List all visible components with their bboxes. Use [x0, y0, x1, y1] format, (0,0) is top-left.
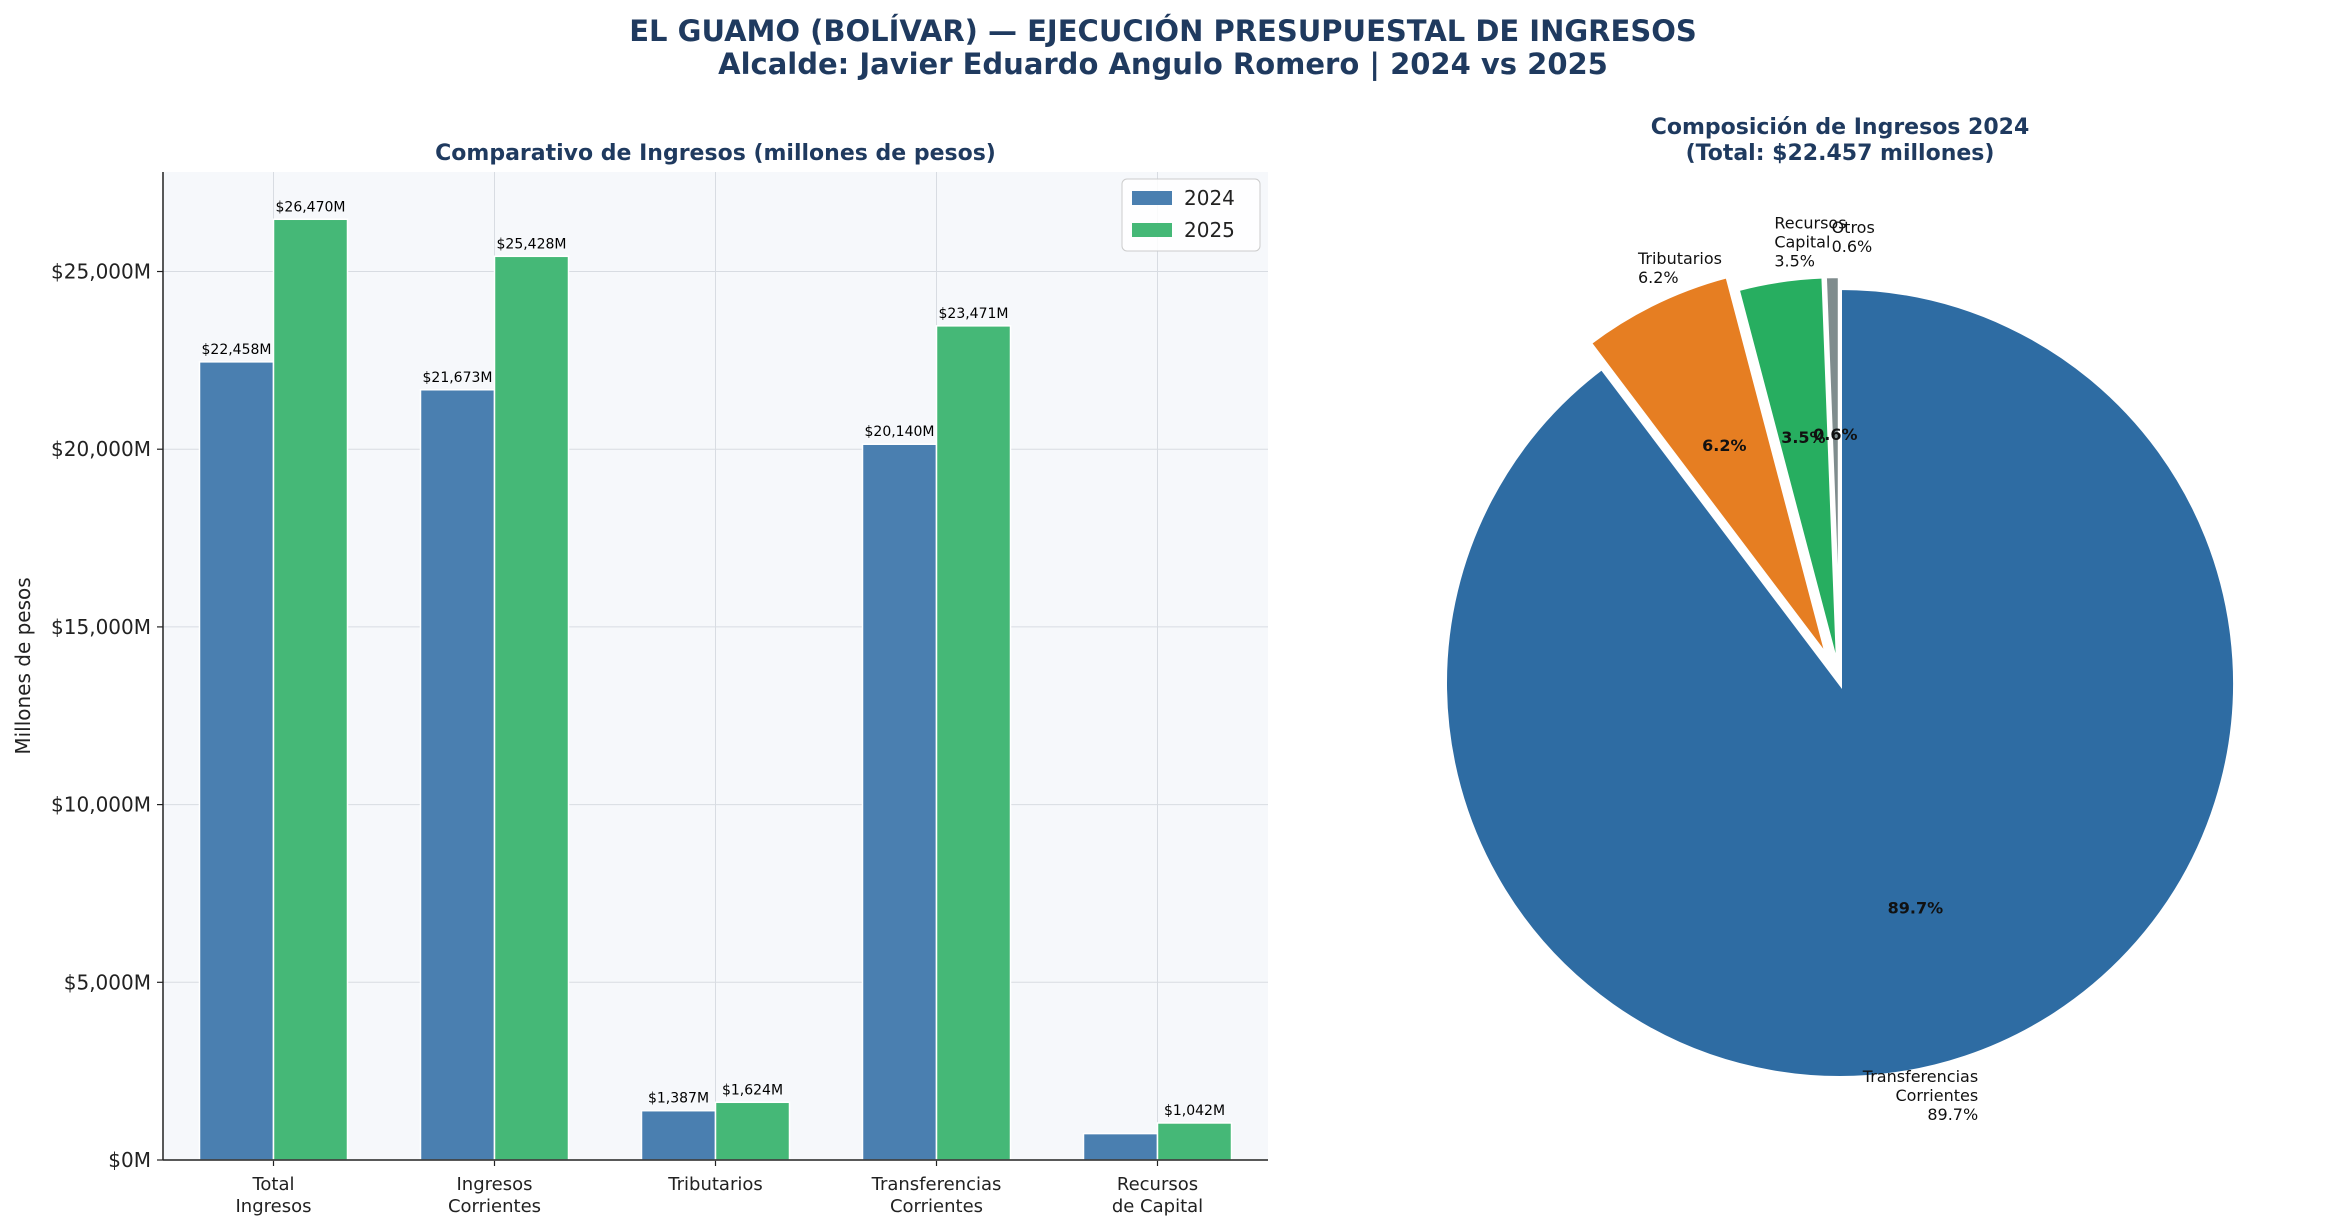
text-line: Ingresos	[457, 1174, 533, 1195]
legend-swatch-2024	[1132, 191, 1172, 205]
text-line: Transferencias	[1862, 1067, 1978, 1086]
text-line: Otros	[1832, 218, 1875, 237]
y-tick-label: $25,000M	[51, 260, 151, 284]
pie-slice-0	[1443, 285, 2237, 1080]
y-tick-label: $15,000M	[51, 615, 151, 639]
bar-value-label: $1,624M	[722, 1082, 783, 1098]
bar-2024-0	[198, 361, 275, 1161]
x-category-label: Tributarios	[667, 1174, 762, 1195]
figure-title-line1: EL GUAMO (BOLÍVAR) — EJECUCIÓN PRESUPUES…	[629, 14, 1697, 48]
text-line: 6.2%	[1638, 268, 1679, 287]
pie-pct-label: 89.7%	[1888, 899, 1944, 918]
text-line: Tributarios	[667, 1174, 762, 1195]
text-line: Corrientes	[890, 1196, 983, 1217]
pie-outer-label: Transferencias Corrientes 89.7%	[1862, 1067, 1978, 1124]
text-line: Recursos	[1117, 1174, 1198, 1195]
bar-value-label: $21,673M	[423, 370, 493, 386]
bar-2025-2	[714, 1101, 791, 1161]
text-line: Corrientes	[1895, 1086, 1978, 1105]
pie-pct-label: 0.6%	[1813, 425, 1857, 444]
bar-value-label: $23,471M	[939, 306, 1009, 322]
bar-value-label: $25,428M	[497, 236, 567, 252]
bar-2024-2	[640, 1109, 717, 1161]
text-line: Capital	[1774, 233, 1830, 252]
x-category-label: Total Ingresos	[236, 1174, 312, 1217]
bar-2024-1	[419, 389, 496, 1161]
text-line: Tributarios	[1637, 249, 1722, 268]
text-line: Ingresos	[236, 1196, 312, 1217]
x-category-label: Transferencias Corrientes	[871, 1174, 1002, 1217]
pie-pct-label: 3.5%	[1781, 428, 1825, 447]
pie-outer-label: Tributarios 6.2%	[1637, 249, 1722, 287]
bar-2025-0	[272, 218, 349, 1161]
pie-pct-label: 6.2%	[1702, 436, 1746, 455]
x-category-label: Recursos de Capital	[1112, 1174, 1203, 1217]
pie-slice-1	[1586, 273, 1830, 660]
bar-value-label: $1,387M	[648, 1091, 709, 1107]
bar-value-label: $1,042M	[1164, 1103, 1225, 1119]
bar-2025-1	[493, 255, 570, 1161]
bar-2024-4	[1082, 1132, 1159, 1161]
text-line: Recursos	[1774, 214, 1846, 233]
x-category-label: Ingresos Corrientes	[448, 1174, 541, 1217]
y-axis-label: Millones de pesos	[11, 577, 35, 754]
text-line: Total	[251, 1174, 294, 1195]
figure-title-line2: Alcalde: Javier Eduardo Angulo Romero | …	[718, 47, 1608, 81]
bar-chart-title: Comparativo de Ingresos (millones de pes…	[435, 141, 996, 166]
bar-2025-3	[935, 325, 1012, 1161]
text-line: 3.5%	[1774, 252, 1815, 271]
bar-chart: Comparativo de Ingresos (millones de pes…	[11, 141, 1268, 1217]
pie-outer-label: Recursos Capital 3.5%	[1774, 214, 1846, 271]
bar-2025-4	[1156, 1122, 1233, 1161]
text-line: de Capital	[1112, 1196, 1203, 1217]
pie-outer-label: Otros 0.6%	[1832, 218, 1875, 256]
text-line: 89.7%	[1927, 1105, 1978, 1124]
pie-title-line2: (Total: $22.457 millones)	[1686, 141, 1995, 166]
y-tick-label: $0M	[108, 1148, 151, 1172]
legend-label: 2025	[1184, 218, 1235, 242]
y-tick-label: $10,000M	[51, 793, 151, 817]
bar-value-label: $22,458M	[202, 342, 272, 358]
pie-chart: Composición de Ingresos 2024(Total: $22.…	[1443, 115, 2237, 1124]
pie-slice-3	[1822, 274, 1842, 672]
bar-value-label: $20,140M	[865, 424, 935, 440]
bar-value-label: $26,470M	[276, 199, 346, 215]
text-line: 0.6%	[1832, 237, 1873, 256]
y-tick-label: $5,000M	[64, 970, 151, 994]
bar-2024-3	[861, 443, 938, 1161]
text-line: Transferencias	[871, 1174, 1002, 1195]
legend-label: 2024	[1184, 186, 1235, 210]
text-line: Corrientes	[448, 1196, 541, 1217]
y-tick-label: $20,000M	[51, 437, 151, 461]
pie-title-line1: Composición de Ingresos 2024	[1651, 115, 2030, 140]
legend-swatch-2025	[1132, 223, 1172, 237]
